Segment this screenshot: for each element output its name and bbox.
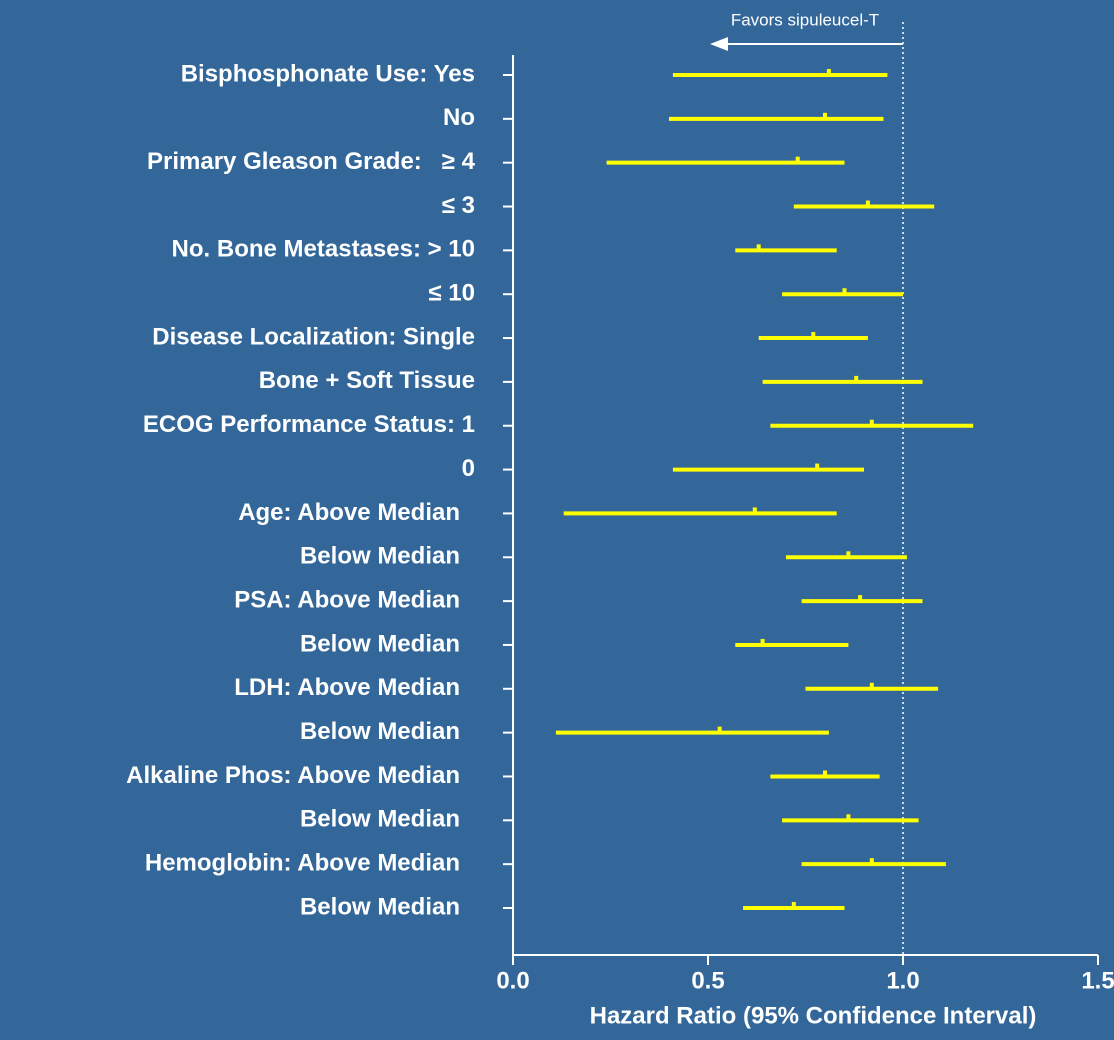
arrow-head <box>710 37 728 51</box>
category-label: Primary Gleason Grade: ≥ 4 <box>147 148 476 175</box>
category-label: Disease Localization: Single <box>152 323 475 350</box>
category-label: No. Bone Metastases: > 10 <box>172 236 475 263</box>
category-label: ECOG Performance Status: 1 <box>143 411 475 438</box>
category-label: Hemoglobin: Above Median <box>145 850 460 877</box>
x-axis-label: Hazard Ratio (95% Confidence Interval) <box>590 1002 1037 1029</box>
category-label: Below Median <box>300 543 460 570</box>
category-label: 0 <box>462 455 475 482</box>
annotation: Favors sipuleucel-T <box>731 10 879 29</box>
category-label: No <box>443 104 475 131</box>
category-label: Alkaline Phos: Above Median <box>126 762 460 789</box>
category-label: Age: Above Median <box>238 499 460 526</box>
category-label: Bone + Soft Tissue <box>259 367 475 394</box>
x-tick-label: 0.0 <box>496 967 529 994</box>
category-label: Below Median <box>300 893 460 920</box>
category-label: LDH: Above Median <box>234 674 460 701</box>
category-label: Below Median <box>300 806 460 833</box>
category-label: Below Median <box>300 718 460 745</box>
x-tick-label: 0.5 <box>691 967 724 994</box>
x-tick-label: 1.0 <box>886 967 919 994</box>
category-label: ≤ 3 <box>442 192 475 219</box>
x-tick-label: 1.5 <box>1081 967 1114 994</box>
category-label: PSA: Above Median <box>234 586 460 613</box>
category-label: Bisphosphonate Use: Yes <box>181 60 475 87</box>
category-label: ≤ 10 <box>428 280 475 307</box>
category-label: Below Median <box>300 630 460 657</box>
